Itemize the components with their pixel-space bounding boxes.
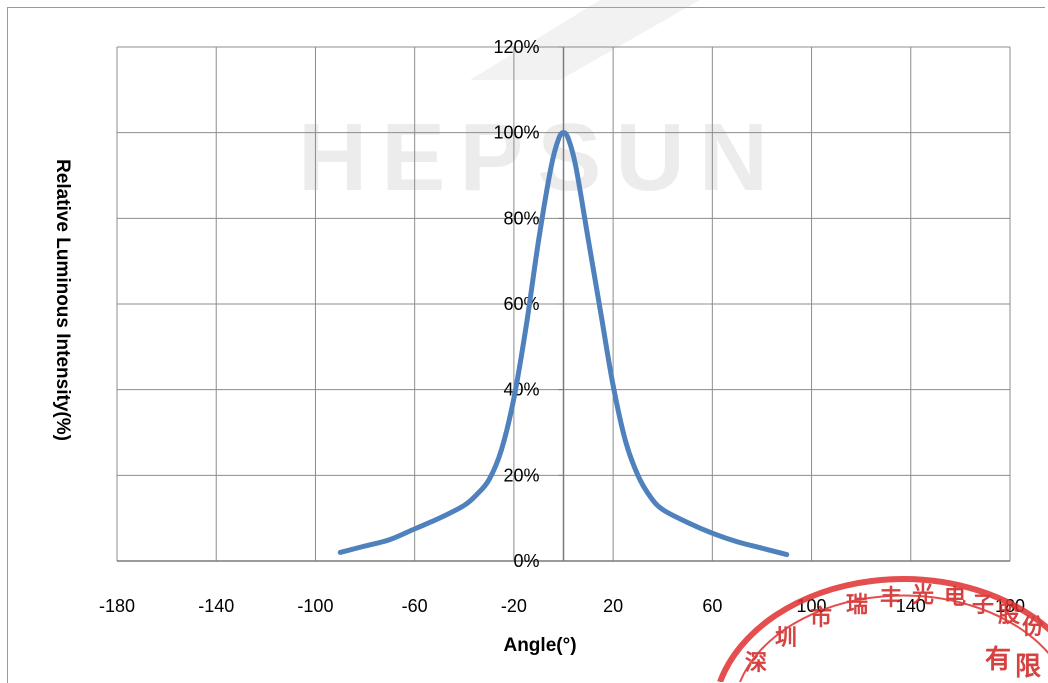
data-point (637, 474, 639, 477)
data-point (550, 166, 552, 168)
y-tick-label: 0% (513, 551, 539, 571)
company-seal-stamp: 深圳市瑞丰光电子股份 有限 (717, 576, 1048, 682)
x-tick-label: 60 (702, 596, 722, 616)
watermark-logo: HEPSUN (298, 0, 782, 211)
data-point (649, 495, 652, 498)
data-point (736, 540, 738, 543)
data-point (575, 166, 577, 168)
x-tick-label: -60 (402, 596, 428, 616)
grid (116, 46, 1011, 562)
data-point (537, 238, 540, 241)
x-tick-label: -140 (198, 596, 234, 616)
y-tick-label: 60% (503, 294, 539, 314)
y-tick-label: 40% (503, 380, 539, 400)
data-point (686, 521, 689, 524)
data-point (761, 547, 763, 549)
data-point (567, 138, 570, 140)
y-axis-label: Relative Luminous Intensity(%) (52, 159, 73, 441)
data-point (624, 440, 627, 442)
data-point (661, 508, 664, 511)
data-point (488, 478, 490, 481)
data-point (562, 131, 565, 134)
data-point (413, 528, 416, 530)
x-tick-labels: -180 -140 -100 -60 -20 20 60 100 140 180 (99, 596, 1025, 616)
data-point (599, 311, 602, 314)
data-point (364, 545, 366, 547)
y-tick-label: 20% (503, 465, 539, 485)
series-layer (337, 130, 790, 558)
x-tick-label: 140 (896, 596, 926, 616)
x-tick-label: -100 (297, 596, 333, 616)
svg-text:有限: 有限 (985, 645, 1041, 682)
data-point (500, 448, 503, 451)
y-tick-label: 100% (493, 123, 539, 143)
data-point (438, 517, 441, 519)
x-axis-label: Angle(°) (503, 635, 576, 656)
data-point (525, 324, 528, 327)
data-point (612, 384, 614, 387)
data-point (463, 504, 466, 507)
data-point (785, 553, 788, 556)
x-tick-label: 20 (603, 596, 623, 616)
chart-frame (7, 7, 1045, 683)
y-tick-label: 120% (493, 37, 539, 57)
y-tick-label: 80% (503, 208, 539, 228)
data-point (587, 238, 590, 241)
data-point (475, 493, 478, 496)
data-point (389, 538, 391, 541)
data-point (339, 551, 342, 554)
x-tick-label: -20 (501, 596, 527, 616)
x-tick-label: -180 (99, 596, 135, 616)
data-point (513, 397, 515, 400)
data-point (557, 138, 560, 140)
data-point (711, 532, 714, 534)
svg-text:HEPSUN: HEPSUN (298, 104, 782, 211)
